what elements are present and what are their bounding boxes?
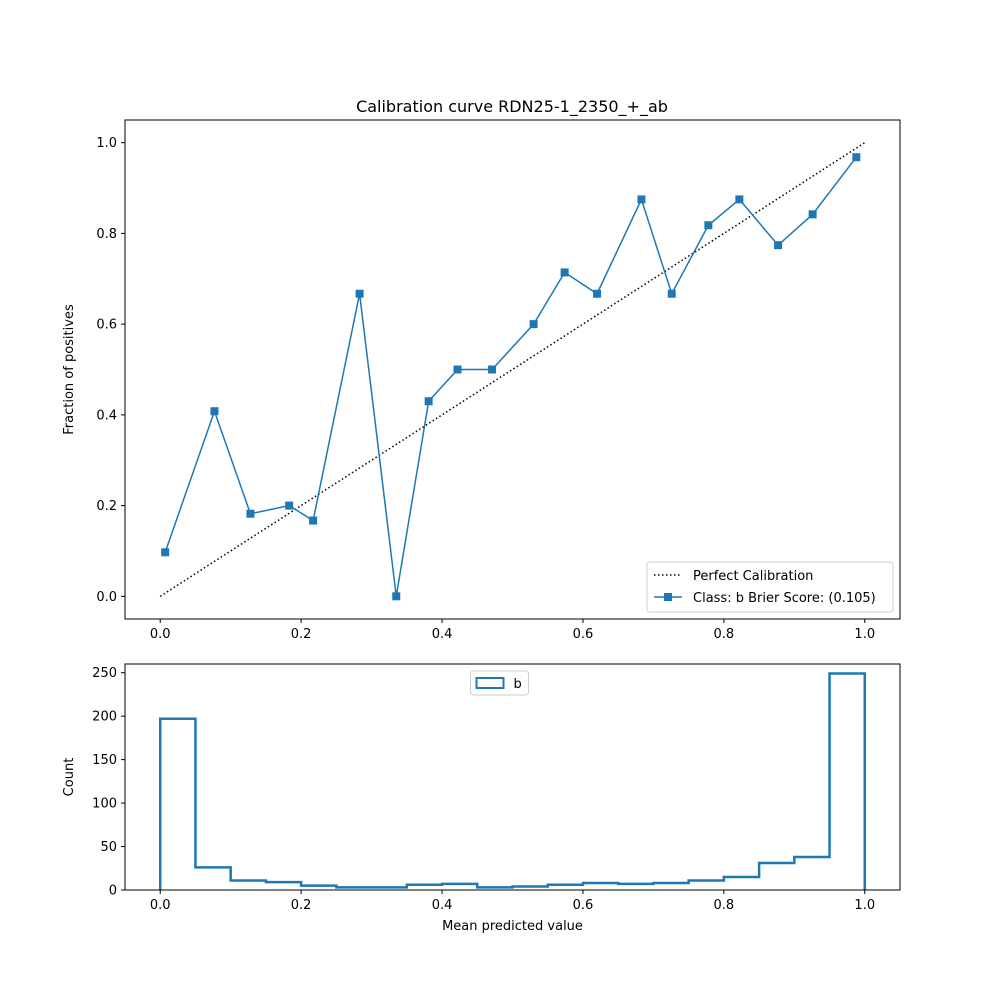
histogram-bin-0 [160, 719, 195, 890]
histogram-bin-15 [689, 880, 724, 890]
histogram-plot: Count Mean predicted value 0.0 0.2 0.4 0.6 0… [62, 663, 901, 934]
top-y-tick-label-2: 0.4 [96, 408, 117, 423]
calibration-point-19 [852, 153, 861, 162]
bottom-y-tick-label-3: 150 [92, 753, 117, 768]
top-y-tick-label-0: 0.0 [96, 590, 117, 605]
histogram-bin-10 [513, 887, 548, 890]
histogram-bin-1 [195, 867, 230, 890]
top-x-tick-label-1: 0.2 [291, 627, 312, 642]
calibration-point-18 [808, 210, 817, 219]
calibration-point-3 [285, 501, 294, 510]
histogram-bin-13 [618, 884, 653, 890]
calibration-point-1 [210, 407, 219, 416]
calibration-point-17 [774, 241, 783, 250]
calibration-point-14 [667, 289, 676, 298]
top-y-tick-label-1: 0.2 [96, 499, 117, 514]
calibration-point-13 [637, 195, 646, 204]
legend: Perfect Calibration Class: b Brier Score… [646, 561, 894, 613]
top-x-tick-label-4: 0.8 [714, 627, 735, 642]
bottom-x-tick-label-5: 1.0 [854, 898, 875, 913]
calibration-point-15 [704, 221, 713, 230]
chart-title: Calibration curve RDN25-1_2350_+_ab [356, 97, 668, 117]
top-x-tick-label-3: 0.6 [573, 627, 594, 642]
histogram-step-outline [158, 672, 867, 890]
histogram-bin-4 [301, 886, 336, 890]
bottom-y-tick-label-4: 200 [92, 710, 117, 725]
bottom-x-tick-label-4: 0.8 [714, 898, 735, 913]
histogram-bin-14 [653, 883, 688, 890]
legend-series-label: Class: b Brier Score: (0.105) [693, 591, 876, 606]
calibration-point-7 [424, 397, 433, 406]
histogram-bin-16 [724, 877, 759, 890]
axis-ticks: 0.0 0.2 0.4 0.6 0.8 1.0 0.0 0.2 0.4 0.6 0.8 1.0 [96, 136, 875, 642]
histogram-bin-3 [266, 882, 301, 890]
histogram-bin-8 [442, 884, 477, 890]
plot-marks [158, 672, 867, 890]
y-axis-label: Fraction of positives [62, 304, 77, 435]
bottom-y-tick-label-1: 50 [100, 840, 117, 855]
axis-ticks: 0.0 0.2 0.4 0.6 0.8 1.0 0 50 100 150 200 250 [92, 666, 875, 913]
histogram-bin-18 [794, 857, 829, 890]
legend: b [470, 670, 529, 696]
x-axis-label: Mean predicted value [442, 919, 583, 934]
bottom-x-tick-label-1: 0.2 [291, 898, 312, 913]
top-y-tick-label-4: 0.8 [96, 227, 117, 242]
calibration-point-6 [392, 592, 401, 601]
calibration-point-2 [246, 509, 255, 518]
legend-box [646, 561, 894, 613]
bottom-x-tick-label-3: 0.6 [573, 898, 594, 913]
calibration-point-0 [161, 548, 170, 557]
top-x-tick-label-2: 0.4 [432, 627, 453, 642]
calibration-point-4 [309, 516, 318, 525]
plot-frame [124, 119, 901, 620]
bottom-x-tick-label-2: 0.4 [432, 898, 453, 913]
calibration-point-12 [593, 289, 602, 298]
top-x-tick-label-5: 1.0 [854, 627, 875, 642]
top-x-tick-label-0: 0.0 [150, 627, 171, 642]
histogram-bin-11 [548, 885, 583, 890]
calibration-point-10 [529, 320, 538, 329]
calibration-point-9 [488, 365, 497, 374]
histogram-bin-12 [583, 883, 618, 890]
calibration-point-5 [355, 289, 364, 298]
bottom-y-tick-label-2: 100 [92, 797, 117, 812]
legend-reference-label: Perfect Calibration [693, 569, 813, 584]
calibration-point-8 [453, 365, 462, 374]
calibration-point-16 [735, 195, 744, 204]
y-axis-label: Count [62, 758, 77, 797]
perfect-calibration-line [159, 142, 866, 597]
calibration-point-11 [560, 268, 569, 277]
legend-series-marker [664, 593, 672, 601]
plot-marks [159, 142, 866, 601]
legend-series-label: b [514, 677, 522, 692]
top-y-tick-label-3: 0.6 [96, 318, 117, 333]
legend-series-swatch [475, 677, 505, 689]
plot-frame [124, 663, 901, 891]
histogram-bin-19 [830, 674, 865, 890]
bottom-y-tick-label-0: 0 [109, 884, 117, 899]
top-y-tick-label-5: 1.0 [96, 136, 117, 151]
calibration-plot: Calibration curve RDN25-1_2350_+_ab Frac… [62, 97, 901, 642]
histogram-bin-7 [407, 885, 442, 890]
histogram-bin-2 [231, 880, 266, 890]
bottom-y-tick-label-5: 250 [92, 666, 117, 681]
calibration-series-line [164, 156, 857, 597]
bottom-x-tick-label-0: 0.0 [150, 898, 171, 913]
histogram-bin-17 [759, 863, 794, 890]
